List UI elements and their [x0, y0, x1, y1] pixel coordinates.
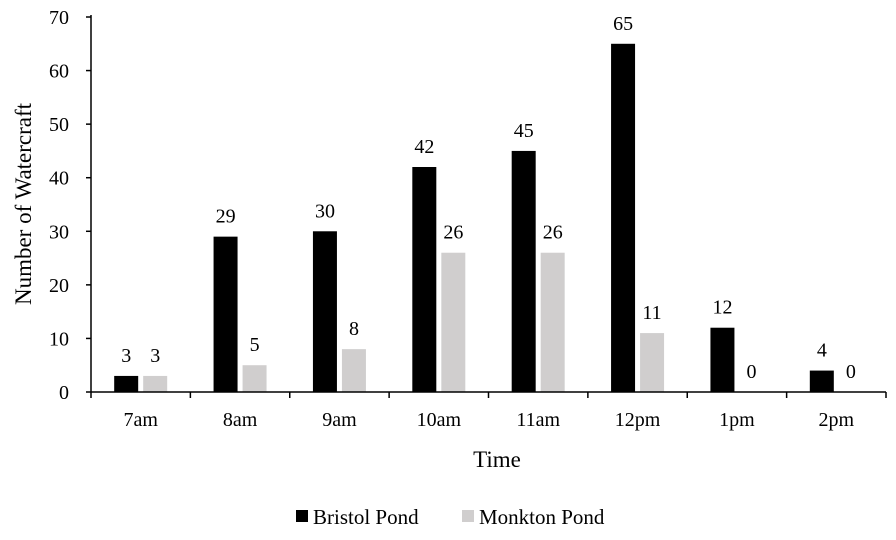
data-label: 11: [642, 302, 661, 324]
y-tick-label: 50: [49, 114, 69, 136]
bar-series-1: [611, 43, 636, 393]
x-ticks-layer: 7am 8am 9am 10am 11am 12pm 1pm 2pm: [90, 392, 887, 431]
x-tick-label: 7am: [123, 409, 158, 431]
x-tick-label: 12pm: [615, 409, 661, 431]
data-label: 30: [315, 200, 335, 222]
data-label: 8: [349, 318, 359, 340]
data-label: 26: [443, 222, 463, 244]
data-label: 26: [543, 222, 563, 244]
legend-label: Monkton Pond: [479, 505, 605, 529]
bars-layer: [114, 43, 834, 393]
legend-swatch: [296, 510, 308, 522]
bar-series-2: [242, 365, 267, 392]
y-tick-label: 20: [49, 275, 69, 297]
data-label: 65: [613, 13, 633, 35]
y-tick-label: 0: [59, 382, 69, 404]
legend-label: Bristol Pond: [313, 505, 419, 529]
bar-series-1: [114, 375, 139, 392]
y-axis-title: Number of Watercraft: [11, 102, 36, 305]
data-label: 0: [746, 361, 756, 383]
bar-series-1: [412, 167, 437, 392]
x-tick-label: 8am: [223, 409, 258, 431]
data-label: 3: [121, 345, 131, 367]
data-label: 29: [216, 206, 236, 228]
y-tick-label: 40: [49, 168, 69, 190]
x-tick-label: 2pm: [819, 409, 855, 431]
bar-series-1: [213, 236, 238, 392]
bar-series-1: [710, 327, 735, 392]
y-tick-label: 60: [49, 61, 69, 83]
bar-series-2: [341, 349, 366, 392]
data-label: 12: [712, 297, 732, 319]
bar-series-2: [640, 333, 665, 392]
data-label: 5: [250, 334, 260, 356]
bar-series-2: [441, 252, 466, 392]
y-tick-label: 70: [49, 7, 69, 29]
y-ticks-layer: 0 10 20 30 40 50 60 70: [49, 7, 91, 404]
y-tick-label: 10: [49, 328, 69, 350]
x-tick-label: 10am: [417, 409, 462, 431]
x-tick-label: 9am: [322, 409, 357, 431]
y-tick-label: 30: [49, 221, 69, 243]
x-tick-label: 11am: [516, 409, 560, 431]
bar-series-1: [312, 231, 337, 392]
bar-series-1: [511, 150, 536, 392]
bar-series-2: [143, 375, 168, 392]
legend: Bristol Pond Monkton Pond: [296, 505, 605, 529]
data-labels-layer: 3 29 30 42 45 65 12 4 3 5 8 26 26 11 0 0: [121, 13, 856, 383]
legend-swatch: [462, 510, 474, 522]
data-label: 42: [414, 136, 434, 158]
x-axis-title: Time: [473, 447, 521, 472]
data-label: 3: [150, 345, 160, 367]
data-label: 45: [514, 120, 534, 142]
bar-series-1: [809, 370, 834, 392]
data-label: 0: [846, 361, 856, 383]
data-label: 4: [817, 340, 827, 362]
x-tick-label: 1pm: [719, 409, 755, 431]
bar-series-2: [540, 252, 565, 392]
